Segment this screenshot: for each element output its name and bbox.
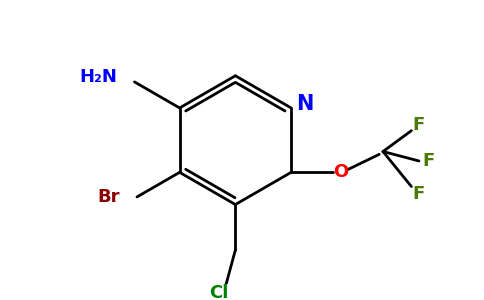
- Text: O: O: [333, 163, 348, 181]
- Text: N: N: [296, 94, 313, 114]
- Text: Br: Br: [97, 188, 120, 206]
- Text: F: F: [413, 185, 425, 203]
- Text: Cl: Cl: [209, 284, 228, 300]
- Text: H₂N: H₂N: [79, 68, 118, 86]
- Text: F: F: [423, 152, 435, 170]
- Text: F: F: [413, 116, 425, 134]
